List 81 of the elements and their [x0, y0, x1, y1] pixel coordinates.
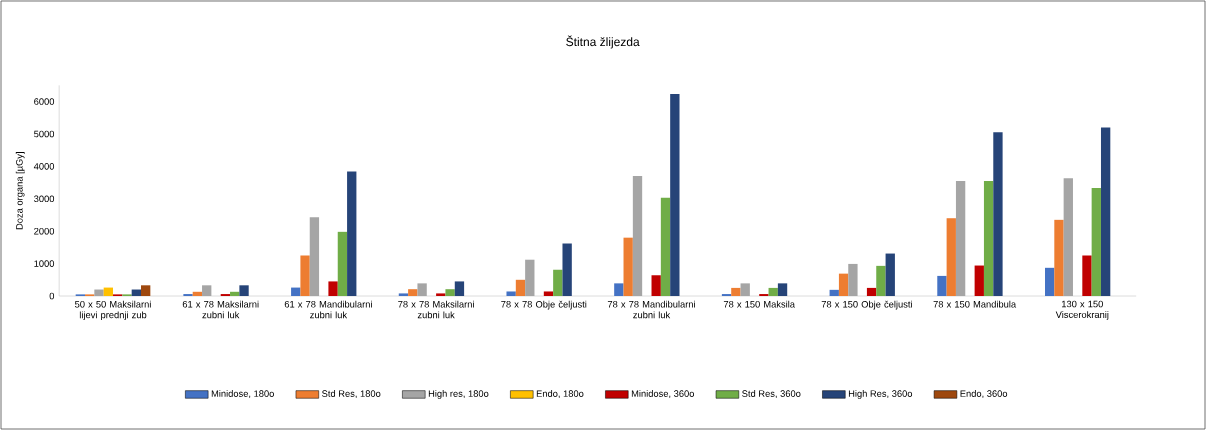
bar [937, 275, 947, 296]
x-tick-label: 130 x 150 Viscerokranij [1055, 300, 1109, 320]
bar [192, 291, 203, 296]
legend-label: Std Res, 180o [322, 390, 381, 399]
bar [829, 289, 839, 296]
bar [651, 275, 661, 296]
bar [337, 231, 348, 296]
bar [848, 263, 858, 296]
bar [525, 259, 535, 296]
bar [309, 217, 320, 296]
bar [777, 283, 788, 296]
bar [328, 281, 338, 296]
bar [398, 293, 409, 296]
bar [632, 176, 643, 296]
bar [562, 243, 572, 296]
y-tick-label: 0 [49, 292, 55, 300]
bar [670, 94, 680, 296]
bar [768, 287, 778, 296]
bar [506, 291, 516, 296]
bar [436, 293, 446, 296]
x-tick-label: 78 x 150 Maksila [723, 300, 795, 308]
bar [445, 289, 455, 296]
bar [1054, 219, 1064, 296]
y-axis-title: Doza organa [µGy] [15, 152, 25, 230]
bar [740, 283, 750, 296]
bar [660, 197, 671, 296]
bar [347, 171, 357, 296]
x-tick-label: 61 x 78 Maksilarni zubni luk [182, 300, 259, 319]
legend-label: Endo, 180o [536, 390, 584, 399]
bar [623, 237, 633, 296]
bar [1100, 127, 1111, 296]
bar [983, 180, 994, 296]
legend-label: High Res, 360o [848, 390, 913, 399]
y-tick-label: 3000 [34, 195, 55, 203]
x-tick-label: 78 x 78 Maksilarni zubni luk [398, 300, 474, 319]
bar [731, 287, 741, 296]
bar [417, 283, 427, 296]
bar [614, 283, 624, 296]
bar [131, 289, 142, 296]
bar [553, 269, 563, 296]
x-tick-label: 50 x 50 Maksilarni lijevi prednji zub [75, 300, 151, 321]
bar [291, 287, 301, 296]
y-tick-label: 6000 [34, 98, 55, 105]
bar [1091, 188, 1101, 296]
bar [239, 285, 249, 296]
y-tick-label: 2000 [34, 227, 55, 235]
y-tick-label: 4000 [33, 163, 55, 170]
legend-label: Minidose, 360o [631, 390, 695, 399]
bar [141, 285, 151, 296]
x-tick-label: 78 x 150 Obje čeljusti [821, 300, 912, 310]
x-tick-label: 78 x 78 Obje čeljusti [501, 300, 587, 310]
y-tick-label: 1000 [34, 260, 55, 267]
legend-label: High res, 180o [428, 390, 489, 399]
bar [454, 281, 465, 296]
bar [408, 289, 418, 296]
bar [1082, 255, 1092, 296]
bar [94, 289, 104, 296]
chart-title: Štitna žlijezda [566, 35, 640, 49]
x-tick-label: 61 x 78 Mandibularni zubni luk [284, 300, 372, 319]
bar [993, 132, 1003, 296]
y-tick-label: 5000 [34, 130, 55, 138]
legend-label: Std Res, 360o [742, 390, 801, 399]
legend-label: Minidose, 180o [211, 390, 274, 399]
bar [230, 291, 240, 296]
x-tick-label: 78 x 78 Mandibularni zubni luk [607, 300, 695, 319]
bar [955, 180, 966, 296]
bar [103, 287, 114, 296]
bar [1044, 267, 1055, 296]
bar [1063, 178, 1073, 296]
bar [974, 265, 984, 296]
x-tick-label: 78 x 150 Mandibula [933, 300, 1017, 308]
bar [202, 285, 212, 296]
bar [946, 218, 956, 296]
bar [515, 279, 526, 296]
bar [300, 255, 310, 296]
legend-label: Endo, 360o [960, 390, 1008, 399]
bar [876, 265, 886, 296]
bar [885, 253, 895, 296]
bar [866, 287, 877, 296]
bar [838, 273, 849, 296]
bar [543, 291, 554, 296]
